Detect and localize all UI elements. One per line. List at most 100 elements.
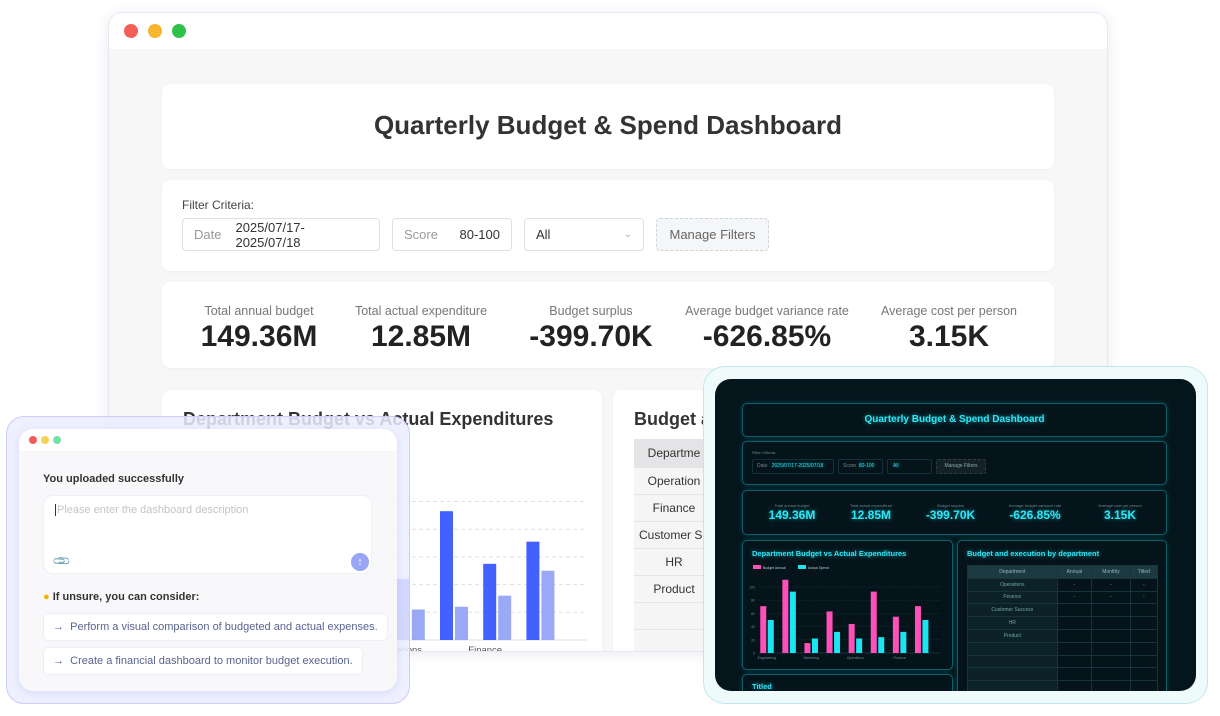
kpi-label: Total actual expenditure [354,304,488,318]
close-dot-icon[interactable] [124,24,138,38]
dark-dashboard: Quarterly Budget & Spend Dashboard Filte… [715,379,1196,691]
chat-titlebar [19,429,397,451]
category-select[interactable]: All ⌄ [524,218,644,251]
manage-filters-button[interactable]: Manage Filters [656,218,769,251]
table-cell [1056,654,1093,669]
table-cell [1091,654,1131,669]
table-cell [1056,680,1093,691]
table-cell [967,641,1058,656]
table-header: Monthly [1091,565,1131,579]
bar-budget-annual [804,643,811,653]
date-filter[interactable]: Date 2025/07/17-2025/07/18 [752,459,834,474]
lightbulb-icon: ● [43,591,50,603]
table-row [967,641,1159,656]
page-title: Quarterly Budget & Spend Dashboard [373,110,843,140]
table-cell [1129,603,1159,618]
kpi-value: 12.85M [850,508,892,522]
table-header: Department [967,565,1058,579]
dark-page-title: Quarterly Budget & Spend Dashboard [864,414,1045,425]
kpi-label: Average budget variance rate [1008,503,1062,508]
bar-actual-spend [767,620,774,653]
table-cell: - [1129,590,1159,605]
bar-actual-spend [455,606,468,640]
kpi-label: Total annual budget [774,503,810,508]
category-select[interactable]: All [887,459,932,474]
table-cell [1129,680,1159,691]
dark-title-card: Quarterly Budget & Spend Dashboard [742,403,1167,437]
table-row [967,654,1159,669]
bar-actual-spend [411,609,425,640]
table-row: Operations - - - [967,577,1159,592]
kpi-total-budget: Total annual budget 149.36M [174,304,344,354]
date-value: 2025/07/17-2025/07/18 [771,463,824,469]
table-cell [967,654,1058,669]
y-tick-label: 40 [751,625,755,629]
table-cell [1091,603,1131,618]
legend-label: Actual Spend [808,566,829,570]
kpi-budget-surplus: Budget surplus -399.70K [506,304,676,354]
description-placeholder: Please enter the dashboard description [55,504,249,516]
kpi-label: Average budget variance rate [685,304,849,318]
table-cell: Customer Su [634,521,714,549]
x-tick-label: Engineering [758,656,777,660]
date-label: Date [757,463,768,469]
maximize-dot-icon[interactable] [172,24,186,38]
table-cell [1129,641,1159,656]
table-cell [1091,628,1131,643]
kpi-actual-expenditure: Total actual expenditure 12.85M [336,304,506,354]
kpi-label: Average cost per person [1098,503,1142,508]
budget-table: Departme Operation Finance Customer Su H… [634,439,714,651]
table-cell [1129,654,1159,669]
table-cell [634,602,714,630]
close-dot-icon[interactable] [29,436,37,444]
kpi-value: -399.70K [925,508,976,522]
minimize-dot-icon[interactable] [41,436,49,444]
kpi-label: Average cost per person [881,304,1017,318]
kpi-value: 3.15K [908,320,990,353]
table-cell [1056,667,1093,682]
table-cell [1056,603,1093,618]
suggestion-button[interactable]: → Perform a visual comparison of budgete… [43,613,388,641]
table-cell [1091,680,1131,691]
table-header: Departme [634,439,714,468]
filter-label: Filter Criteria: [182,198,255,212]
table-cell [1091,667,1131,682]
table-title: Budget a [634,409,712,429]
manage-filters-button[interactable]: Manage Filters [936,459,986,474]
select-value: All [536,227,551,242]
bar-budget-annual [483,563,497,640]
date-filter[interactable]: Date 2025/07/17-2025/07/18 [182,218,380,251]
y-tick-label: 0 [753,652,755,656]
table-row: HR [967,616,1159,630]
suggestion-button[interactable]: → Create a financial dashboard to monito… [43,647,363,675]
arrow-right-icon: → [53,655,64,667]
maximize-dot-icon[interactable] [53,436,61,444]
table-row: Product [967,628,1159,643]
table-cell [1056,628,1093,643]
table-cell: - [1056,590,1093,605]
description-input[interactable]: Please enter the dashboard description 📎… [43,495,372,574]
dark-table-card: Budget and execution by department Depar… [957,540,1167,691]
send-button[interactable]: ↑ [351,553,369,571]
bar-actual-spend [541,570,555,640]
budget-table: Department Annual Monthly Titled Operations -… [967,565,1159,691]
dark-preview-panel: Quarterly Budget & Spend Dashboard Filte… [703,366,1208,704]
table-cell [1056,616,1093,630]
minimize-dot-icon[interactable] [148,24,162,38]
table-cell [1091,641,1131,656]
bar-actual-spend [922,620,929,653]
bar-budget-annual [440,511,453,640]
y-tick-label: 60 [751,612,755,616]
paperclip-icon[interactable]: 📎 [51,550,72,572]
dark-filter-card: Filter Criteria: Date 2025/07/17-2025/07… [742,441,1167,485]
bar-actual-spend [834,631,841,653]
bar-budget-annual [870,591,877,653]
score-filter[interactable]: Score 80-100 [838,459,883,474]
date-label: Date [194,227,222,242]
hint-text: ● If unsure, you can consider: [43,591,199,603]
score-filter[interactable]: Score 80-100 [392,218,512,251]
score-value: 80-100 [459,227,500,242]
kpi-label: Total actual expenditure [849,503,893,508]
date-value: 2025/07/17-2025/07/18 [235,219,305,250]
kpi-label: Budget surplus [549,304,633,318]
